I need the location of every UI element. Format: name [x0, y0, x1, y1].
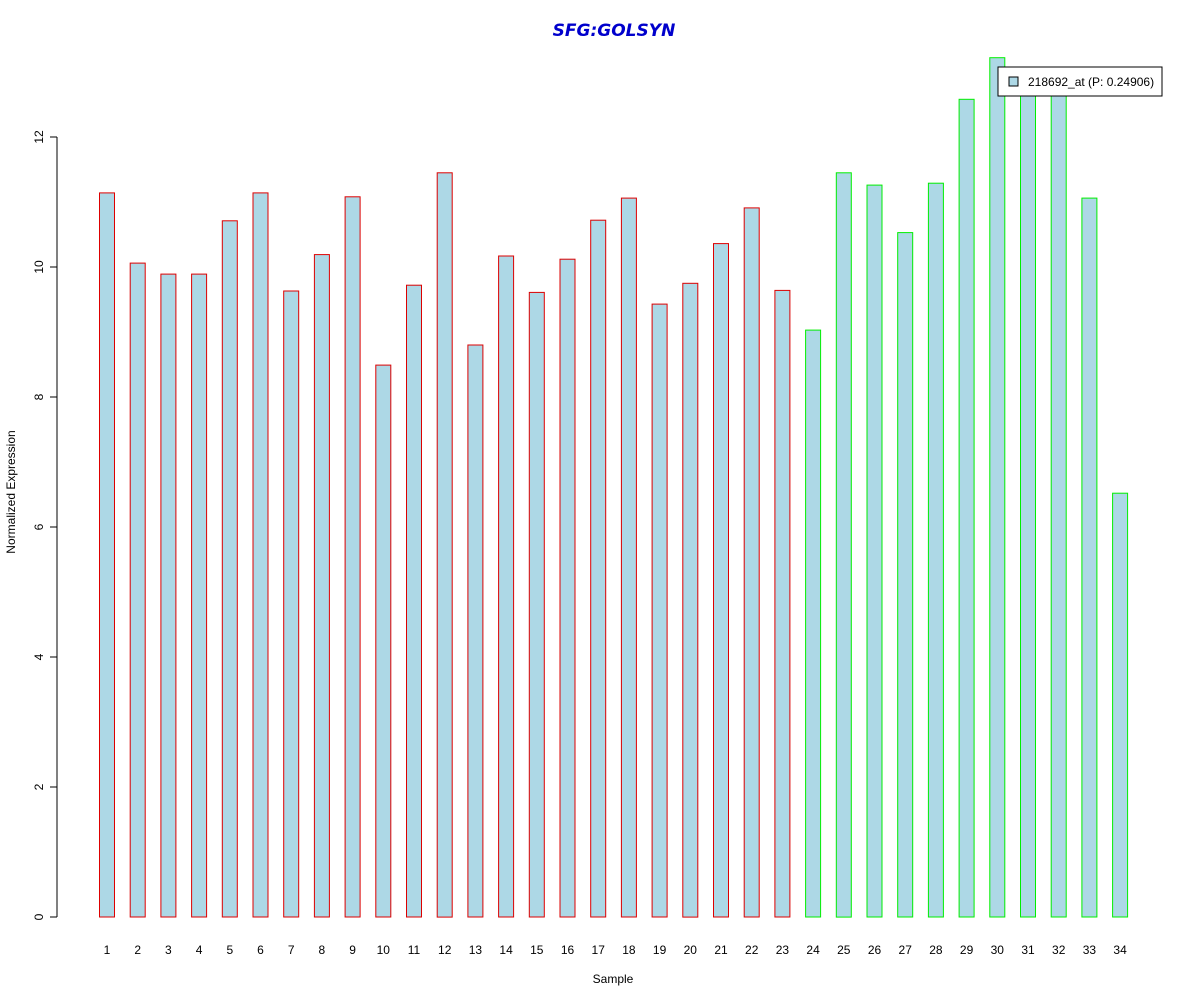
x-tick-label: 28 [929, 943, 943, 957]
legend-label: 218692_at (P: 0.24906) [1028, 75, 1154, 89]
y-tick-label: 0 [32, 913, 46, 920]
y-tick-label: 8 [32, 393, 46, 400]
x-tick-label: 21 [714, 943, 728, 957]
bar-sample-17 [590, 219, 607, 918]
x-tick-label: 34 [1113, 943, 1127, 957]
x-tick-label: 11 [408, 943, 421, 957]
bar-sample-8 [313, 254, 330, 918]
x-tick-label: 33 [1083, 943, 1097, 957]
bar-sample-16 [559, 258, 576, 918]
bar-sample-11 [406, 284, 422, 918]
x-tick-label: 18 [622, 943, 636, 957]
y-axis-label: Normalized Expression [4, 430, 18, 553]
y-tick-label: 12 [32, 130, 46, 144]
x-tick-label: 9 [349, 943, 356, 957]
x-tick-label: 26 [868, 943, 882, 957]
bar-sample-9 [344, 196, 361, 918]
y-tick-label: 2 [32, 783, 46, 790]
x-tick-label: 14 [499, 943, 513, 957]
x-tick-label: 24 [806, 943, 820, 957]
bar-sample-22 [743, 207, 760, 918]
bar-sample-5 [221, 220, 238, 918]
bar-sample-10 [375, 364, 392, 918]
x-tick-label: 22 [745, 943, 759, 957]
x-tick-label: 13 [469, 943, 483, 957]
bar-sample-14 [498, 255, 515, 918]
bar-sample-34 [1112, 492, 1129, 918]
x-tick-label: 29 [960, 943, 974, 957]
x-tick-labels: 1 2 3 4 5 6 7 8 9 10 11 12 13 14 15 16 17 18 19 20 21 22 23 24 2… [104, 943, 1127, 957]
x-tick-label: 16 [561, 943, 575, 957]
bar-sample-29 [958, 98, 975, 918]
x-tick-label: 4 [196, 943, 203, 957]
x-tick-label: 27 [899, 943, 913, 957]
bar-sample-13 [467, 344, 484, 918]
legend-box [997, 66, 1163, 97]
y-axis: 0 2 4 6 8 10 12 [32, 130, 58, 920]
bar-sample-15 [528, 291, 545, 918]
bar-sample-21 [713, 243, 729, 918]
bar-sample-2 [129, 262, 146, 918]
x-tick-label: 15 [530, 943, 544, 957]
x-tick-label: 31 [1021, 943, 1035, 957]
bar-sample-31 [1020, 91, 1036, 918]
y-tick-label: 4 [32, 653, 46, 660]
x-tick-label: 12 [438, 943, 452, 957]
x-tick-label: 25 [837, 943, 851, 957]
bar-sample-24 [805, 329, 822, 918]
x-tick-label: 3 [165, 943, 172, 957]
x-tick-label: 23 [776, 943, 790, 957]
bar-sample-27 [897, 232, 914, 918]
bars-group [99, 57, 1129, 918]
legend-swatch [1008, 76, 1019, 87]
bar-sample-19 [651, 303, 668, 918]
x-tick-label: 1 [104, 943, 111, 957]
x-tick-label: 10 [377, 943, 391, 957]
x-tick-label: 32 [1052, 943, 1066, 957]
x-tick-label: 6 [257, 943, 264, 957]
y-tick-label: 10 [32, 260, 46, 274]
bar-sample-7 [283, 290, 300, 918]
bar-sample-26 [866, 184, 883, 918]
bar-sample-4 [191, 273, 208, 918]
x-tick-label: 30 [991, 943, 1005, 957]
x-tick-label: 8 [319, 943, 326, 957]
bar-sample-18 [620, 197, 637, 918]
x-tick-label: 19 [653, 943, 667, 957]
x-axis-label: Sample [593, 972, 634, 986]
x-tick-label: 7 [288, 943, 295, 957]
bar-sample-25 [835, 172, 852, 918]
bar-sample-20 [682, 282, 699, 918]
bar-sample-12 [436, 172, 453, 918]
bar-sample-32 [1050, 84, 1067, 918]
bar-sample-30 [989, 57, 1006, 918]
x-tick-label: 17 [592, 943, 606, 957]
x-tick-label: 20 [684, 943, 698, 957]
y-tick-label: 6 [32, 523, 46, 530]
x-tick-label: 5 [226, 943, 233, 957]
bar-sample-3 [160, 273, 177, 918]
bar-sample-1 [99, 192, 115, 918]
bar-sample-28 [927, 182, 944, 918]
x-tick-label: 2 [134, 943, 141, 957]
bar-sample-6 [252, 192, 269, 918]
chart-title: SFG:GOLSYN [553, 21, 676, 41]
bar-sample-23 [774, 289, 791, 918]
bar-sample-33 [1081, 197, 1098, 918]
legend: 218692_at (P: 0.24906) [997, 66, 1163, 97]
